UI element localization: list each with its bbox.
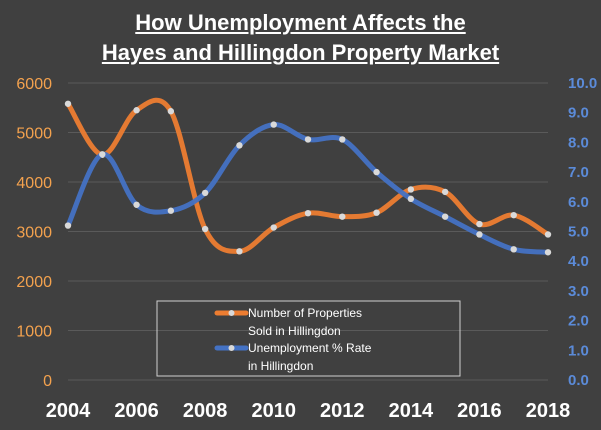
left-tick-label: 4000 <box>16 175 52 192</box>
unemployment-rate-point <box>339 136 346 143</box>
unemployment-rate-point <box>510 246 517 253</box>
left-tick-label: 2000 <box>16 274 52 291</box>
unemployment-rate-line <box>65 122 551 255</box>
right-tick-label: 10.0 <box>568 75 597 92</box>
right-tick-label: 4.0 <box>568 253 589 270</box>
left-tick-label: 6000 <box>16 76 52 93</box>
legend-box <box>156 300 461 377</box>
legend-properties-sold-label: Sold in Hillingdon <box>248 324 341 338</box>
right-tick-label: 7.0 <box>568 164 589 181</box>
series-lines <box>64 97 552 256</box>
properties-sold-point <box>373 209 380 216</box>
unemployment-rate-point <box>441 213 449 220</box>
properties-sold-point <box>510 211 517 219</box>
x-tick-label: 2012 <box>320 400 365 422</box>
x-tick-label: 2018 <box>526 400 571 422</box>
right-axis-ticks: 0.0 1.0 2.0 3.0 4.0 5.0 6.0 7.0 8.0 9.0 10.0 <box>568 75 597 389</box>
legend-unemployment-rate-marker <box>228 345 235 351</box>
properties-sold-point <box>64 100 72 107</box>
right-tick-label: 0.0 <box>568 372 589 389</box>
properties-sold-point <box>133 107 140 114</box>
unemployment-rate-point <box>407 195 415 203</box>
unemployment-rate-point <box>133 201 140 208</box>
unemployment-rate-point <box>236 142 243 149</box>
properties-sold-point <box>407 186 415 193</box>
right-tick-label: 8.0 <box>568 134 589 151</box>
right-tick-label: 1.0 <box>568 342 589 359</box>
properties-sold-point <box>441 188 449 196</box>
properties-sold-point <box>339 213 346 220</box>
right-tick-label: 2.0 <box>568 313 589 330</box>
legend-properties-sold-label: Number of Properties <box>248 306 362 320</box>
right-tick-label: 5.0 <box>568 224 589 241</box>
left-tick-label: 5000 <box>16 126 52 143</box>
x-tick-label: 2008 <box>183 400 228 422</box>
unemployment-rate-point <box>99 151 106 158</box>
legend-unemployment-rate-label: Unemployment % Rate <box>248 341 372 355</box>
x-tick-label: 2014 <box>389 400 434 422</box>
left-axis-ticks: 0 1000 2000 3000 4000 5000 6000 <box>16 76 52 390</box>
properties-sold-point <box>167 108 175 115</box>
chart-title-line-1: How Unemployment Affects the <box>135 10 466 35</box>
left-tick-label: 1000 <box>16 324 52 341</box>
unemployment-rate-point <box>373 168 380 176</box>
legend-unemployment-rate-label: in Hillingdon <box>248 359 313 373</box>
unemployment-rate-point <box>476 231 483 238</box>
x-tick-label: 2010 <box>251 400 296 422</box>
properties-sold-point <box>236 248 243 255</box>
left-tick-label: 0 <box>43 373 52 390</box>
properties-sold-point <box>304 209 312 217</box>
legend: Number of Properties Sold in Hillingdon Un… <box>156 300 461 377</box>
right-tick-label: 9.0 <box>568 105 589 122</box>
unemployment-rate-point <box>64 222 72 229</box>
chart-title: How Unemployment Affects the Hayes and H… <box>0 8 601 68</box>
properties-sold-point <box>201 225 209 233</box>
x-tick-label: 2006 <box>114 400 159 422</box>
right-tick-label: 3.0 <box>568 283 589 300</box>
legend-properties-sold-marker <box>228 310 235 316</box>
unemployment-rate-point <box>201 189 209 197</box>
chart-title-line-2: Hayes and Hillingdon Property Market <box>101 40 500 65</box>
x-tick-label: 2004 <box>46 400 91 422</box>
right-tick-label: 6.0 <box>568 194 589 211</box>
x-tick-label: 2016 <box>457 400 502 422</box>
unemployment-rate-point <box>304 136 312 143</box>
unemployment-rate-point <box>270 121 277 128</box>
properties-sold-point <box>544 231 552 238</box>
left-tick-label: 3000 <box>16 225 52 242</box>
properties-sold-line <box>65 97 551 254</box>
properties-sold-point <box>476 220 483 228</box>
unemployment-rate-point <box>167 207 175 214</box>
unemployment-rate-point <box>544 249 552 256</box>
properties-sold-point <box>270 224 277 231</box>
x-axis-ticks: 2004 2006 2008 2010 2012 2014 2016 2018 <box>46 400 571 422</box>
